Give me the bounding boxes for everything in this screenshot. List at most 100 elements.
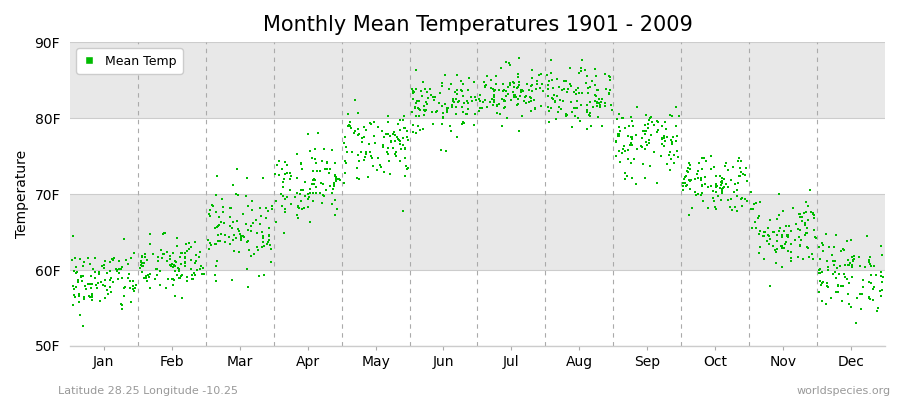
Point [175,272,189,278]
Point [232,249,247,256]
Point [684,177,698,184]
Point [788,221,803,228]
Point [253,220,267,227]
Point [639,112,653,118]
Point [178,240,193,247]
Point [227,232,241,238]
Point [244,222,258,229]
Point [178,263,193,269]
Point [840,275,854,282]
Point [581,112,596,118]
Point [240,174,255,181]
Point [448,89,463,95]
Point [166,263,180,270]
Point [327,183,341,189]
Point [388,138,402,144]
Point [441,104,455,111]
Point [692,160,706,166]
Point [202,212,217,219]
Point [605,107,619,113]
Point [346,130,361,136]
Point [118,284,132,290]
Point [572,70,586,76]
Point [559,113,573,120]
Point [846,257,860,263]
Point [836,247,850,254]
Point [800,225,814,232]
Point [292,190,307,197]
Point [166,282,180,288]
Point [582,84,597,90]
Point [293,186,308,193]
Point [279,194,293,200]
Point [796,256,810,262]
Point [345,149,359,155]
Point [842,260,857,266]
Point [544,104,559,111]
Point [756,233,770,240]
Point [313,168,328,174]
Point [622,123,636,130]
Point [680,181,694,188]
Point [486,102,500,108]
Point [467,79,482,85]
Point [135,252,149,259]
Point [639,128,653,134]
Point [341,111,356,117]
Point [752,198,767,205]
Point [328,176,343,182]
Point [663,112,678,118]
Point [548,99,562,106]
Point [397,172,411,179]
Point [241,203,256,209]
Point [724,207,739,213]
Point [545,77,560,83]
Point [400,165,415,171]
Point [611,124,625,130]
Point [491,100,506,107]
Point [302,194,316,201]
Point [721,196,735,203]
Point [698,174,712,180]
Point [110,267,124,273]
Point [820,258,834,264]
Point [556,98,571,104]
Point [406,88,420,94]
Point [303,148,318,154]
Point [653,153,668,159]
Point [681,169,696,175]
Point [230,226,245,232]
Point [640,141,654,148]
Point [625,118,639,124]
Point [262,237,276,243]
Point [827,262,842,268]
Point [869,308,884,314]
Point [249,217,264,223]
Point [540,72,554,78]
Point [114,274,129,281]
Point [443,123,457,130]
Point [212,238,227,244]
Point [715,188,729,194]
Point [111,276,125,282]
Point [772,225,787,232]
Point [734,202,749,209]
Point [523,93,537,100]
Point [448,104,463,110]
Point [561,86,575,92]
Point [243,228,257,234]
Point [598,100,612,106]
Point [775,264,789,270]
Point [766,242,780,249]
Bar [70,194,885,270]
Point [93,298,107,304]
Point [501,91,516,97]
Point [342,122,356,128]
Point [236,211,250,218]
Point [230,234,244,241]
Point [125,278,140,284]
Point [76,278,90,284]
Point [224,205,238,211]
Point [696,198,710,204]
Point [734,158,748,165]
